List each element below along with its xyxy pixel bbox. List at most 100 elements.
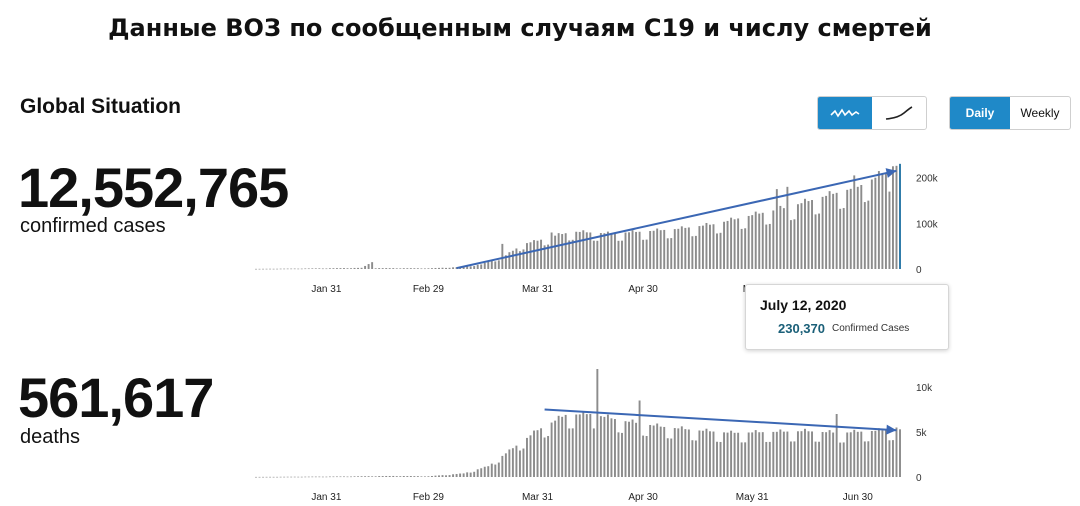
deaths-bar[interactable]: [606, 414, 609, 477]
deaths-bar[interactable]: [279, 476, 282, 478]
deaths-bar[interactable]: [687, 429, 690, 477]
deaths-bar[interactable]: [445, 475, 447, 477]
cases-bar[interactable]: [603, 233, 606, 269]
deaths-bar[interactable]: [659, 426, 662, 477]
deaths-bar[interactable]: [821, 432, 824, 477]
deaths-bar[interactable]: [487, 466, 490, 477]
deaths-bar[interactable]: [712, 431, 715, 477]
deaths-bar[interactable]: [782, 431, 785, 477]
deaths-bar[interactable]: [870, 430, 873, 477]
cases-bar[interactable]: [357, 267, 360, 269]
deaths-bar[interactable]: [775, 431, 778, 477]
cases-bar[interactable]: [758, 213, 761, 269]
deaths-bar[interactable]: [335, 476, 338, 478]
deaths-bar[interactable]: [441, 475, 444, 477]
deaths-bar[interactable]: [899, 429, 901, 477]
deaths-bar[interactable]: [786, 431, 789, 477]
cases-bar[interactable]: [423, 268, 426, 270]
cases-bar[interactable]: [325, 268, 328, 270]
cases-bar[interactable]: [659, 230, 662, 269]
cases-bar[interactable]: [740, 228, 743, 269]
cases-bar[interactable]: [420, 268, 423, 270]
deaths-bar[interactable]: [592, 428, 595, 477]
cases-bar[interactable]: [652, 230, 655, 269]
deaths-bar[interactable]: [494, 464, 497, 477]
deaths-bar[interactable]: [804, 428, 806, 477]
deaths-bar[interactable]: [754, 430, 757, 477]
deaths-bar[interactable]: [596, 369, 599, 477]
cases-bar[interactable]: [754, 211, 757, 269]
deaths-bar[interactable]: [863, 441, 866, 477]
cases-bar[interactable]: [846, 189, 849, 269]
cases-bar[interactable]: [276, 268, 279, 270]
deaths-bar[interactable]: [800, 431, 803, 477]
cases-bar[interactable]: [832, 193, 835, 269]
cases-bar[interactable]: [350, 268, 352, 269]
deaths-bar[interactable]: [677, 428, 680, 477]
cases-bar[interactable]: [388, 268, 391, 269]
cases-bar[interactable]: [874, 177, 877, 269]
cases-bar[interactable]: [427, 268, 430, 269]
deaths-bar[interactable]: [613, 419, 616, 477]
cases-bar[interactable]: [550, 232, 553, 269]
cases-bar[interactable]: [631, 230, 634, 269]
cases-bar[interactable]: [716, 233, 718, 269]
deaths-bar[interactable]: [480, 468, 483, 477]
deaths-bar[interactable]: [483, 466, 486, 477]
cases-bar[interactable]: [772, 210, 775, 269]
cases-bar[interactable]: [272, 268, 275, 270]
deaths-bar[interactable]: [473, 471, 476, 477]
cases-bar[interactable]: [807, 201, 810, 269]
cases-bar[interactable]: [677, 228, 680, 269]
cases-bar[interactable]: [462, 266, 465, 269]
cases-bar[interactable]: [343, 268, 345, 269]
deaths-bar[interactable]: [255, 476, 257, 478]
cases-bar[interactable]: [473, 266, 476, 269]
cases-bar[interactable]: [430, 268, 433, 269]
deaths-bar[interactable]: [346, 476, 349, 478]
deaths-bar[interactable]: [888, 440, 891, 477]
deaths-bar[interactable]: [413, 476, 416, 477]
deaths-bar[interactable]: [367, 476, 370, 477]
cases-bar[interactable]: [585, 232, 588, 269]
deaths-bar[interactable]: [839, 442, 842, 477]
cases-bar[interactable]: [448, 267, 451, 269]
deaths-bar[interactable]: [508, 449, 511, 477]
cases-bar[interactable]: [814, 214, 817, 269]
deaths-bar[interactable]: [649, 424, 652, 477]
cases-bar[interactable]: [730, 217, 733, 269]
deaths-bar[interactable]: [832, 432, 835, 477]
deaths-bar[interactable]: [459, 473, 462, 477]
weekly-button[interactable]: Weekly: [1020, 106, 1060, 120]
cases-bar[interactable]: [297, 268, 300, 270]
deaths-bar[interactable]: [751, 432, 754, 477]
cases-bar[interactable]: [290, 268, 293, 270]
cases-bar[interactable]: [821, 196, 824, 269]
deaths-bar[interactable]: [631, 419, 634, 477]
deaths-bar[interactable]: [297, 476, 300, 478]
deaths-bar[interactable]: [385, 475, 388, 477]
cases-bar[interactable]: [568, 240, 571, 269]
deaths-bar[interactable]: [543, 437, 546, 477]
deaths-bar[interactable]: [610, 418, 613, 477]
cases-bar[interactable]: [483, 262, 486, 269]
deaths-bar[interactable]: [490, 463, 493, 477]
cases-bar[interactable]: [892, 166, 894, 269]
deaths-bar[interactable]: [628, 421, 630, 477]
cases-bar[interactable]: [353, 267, 356, 269]
cases-bar[interactable]: [554, 235, 557, 269]
cases-bar[interactable]: [561, 234, 564, 269]
deaths-bar[interactable]: [881, 430, 884, 477]
deaths-bar[interactable]: [740, 442, 743, 477]
cases-bar[interactable]: [811, 200, 813, 269]
cases-bar[interactable]: [501, 243, 504, 269]
cases-bar[interactable]: [360, 267, 363, 269]
cases-bar[interactable]: [381, 268, 384, 269]
deaths-bar[interactable]: [895, 427, 898, 478]
deaths-bar[interactable]: [300, 476, 303, 478]
cases-bar[interactable]: [863, 202, 866, 269]
deaths-bar[interactable]: [427, 476, 430, 477]
cases-bar[interactable]: [511, 250, 514, 269]
deaths-bar[interactable]: [825, 432, 828, 477]
deaths-bar[interactable]: [265, 476, 268, 478]
